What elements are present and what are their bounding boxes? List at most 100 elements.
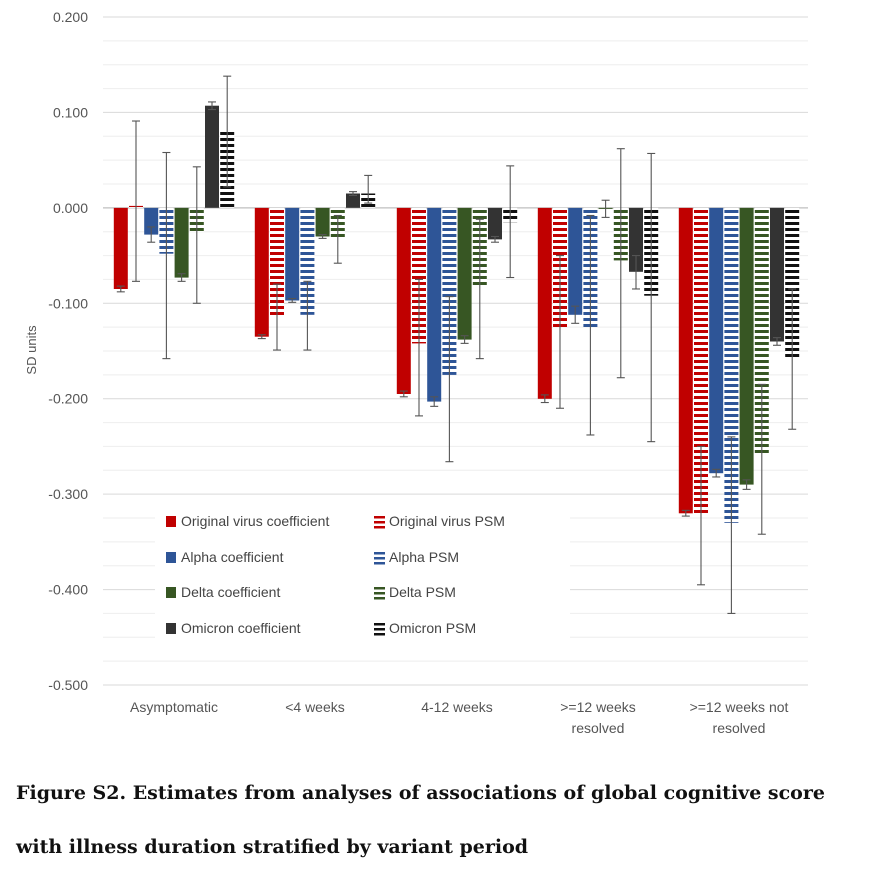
legend-swatch (166, 552, 176, 563)
bar (739, 207, 754, 485)
error-bar (288, 297, 297, 303)
legend-item: Delta PSM (374, 584, 456, 600)
error-bar (349, 191, 357, 197)
error-bar (257, 334, 266, 340)
bar (315, 207, 330, 237)
legend-item: Delta coefficient (166, 584, 280, 600)
x-category-label: <4 weeks (285, 699, 345, 715)
bar (694, 207, 708, 516)
bar (537, 207, 552, 399)
error-bar (491, 235, 499, 243)
error-bar (147, 226, 156, 243)
error-bar (364, 174, 373, 204)
legend-label: Original virus coefficient (181, 513, 329, 529)
legend-swatch (374, 587, 385, 600)
chart: 0.200 0.100 0.000 -0.100 -0.200 -0.300 -0.400 -… (24, 9, 808, 736)
x-category-label: >=12 weeks not (690, 699, 789, 715)
error-bar (415, 278, 423, 417)
legend-label: Omicron PSM (389, 620, 476, 636)
bar (678, 207, 693, 514)
legend-background (155, 509, 570, 657)
bar (709, 207, 724, 474)
legend-label: Delta PSM (389, 584, 456, 600)
error-bar (303, 280, 312, 351)
legend-item: Original virus coefficient (166, 513, 329, 529)
error-bar (586, 214, 595, 436)
error-bar (712, 468, 721, 478)
error-bar (333, 214, 342, 264)
y-tick-label: 0.200 (53, 9, 88, 25)
bar (254, 207, 269, 337)
y-tick-label: -0.400 (48, 582, 88, 598)
error-bar (208, 101, 216, 111)
error-bar (273, 283, 281, 351)
error-bar (571, 305, 580, 324)
error-bar (757, 383, 766, 535)
bar (396, 207, 411, 394)
bar (488, 207, 502, 240)
error-bar (616, 148, 625, 379)
error-bar (647, 152, 656, 443)
legend-swatch (374, 552, 385, 565)
bar (270, 207, 284, 318)
bar (346, 193, 360, 208)
y-axis-label: SD units (24, 325, 39, 375)
bar (754, 207, 769, 456)
bar (724, 207, 739, 523)
bar (412, 207, 426, 344)
error-bar (742, 479, 751, 490)
legend-item: Alpha PSM (374, 549, 459, 565)
legend-label: Alpha coefficient (181, 549, 284, 565)
error-bar (632, 255, 640, 290)
legend-item: Original virus PSM (374, 513, 505, 529)
bar (285, 207, 300, 301)
bar (442, 207, 457, 375)
error-bar (460, 335, 469, 344)
bar (785, 207, 800, 358)
y-tick-label: -0.200 (48, 391, 88, 407)
legend-label: Alpha PSM (389, 549, 459, 565)
error-bar (192, 166, 201, 304)
bar (174, 207, 189, 278)
error-bar (506, 165, 515, 279)
error-bar (116, 285, 125, 293)
x-category-label: resolved (713, 720, 766, 736)
legend-swatch (166, 516, 176, 527)
figure-caption: Figure S2. Estimates from analyses of as… (16, 782, 825, 858)
error-bar (540, 394, 549, 404)
x-category-label: 4-12 weeks (421, 699, 493, 715)
legend-swatch (166, 587, 176, 598)
bar (770, 207, 784, 342)
error-bar (162, 151, 171, 360)
legend-label: Original virus PSM (389, 513, 505, 529)
y-tick-label: -0.100 (48, 295, 88, 311)
legend-swatch (166, 623, 176, 634)
error-bar (601, 199, 610, 218)
bar (427, 207, 442, 402)
bar (457, 207, 472, 340)
error-bars (116, 75, 797, 614)
error-bar (177, 273, 186, 282)
error-bar (697, 445, 705, 586)
y-tick-label: 0.000 (53, 200, 88, 216)
bars (113, 105, 800, 523)
x-axis-categories: Asymptomatic <4 weeks 4-12 weeks >=12 weeks… (130, 699, 788, 736)
error-bar (132, 120, 140, 282)
error-bar (430, 396, 439, 407)
legend-item: Omicron PSM (374, 620, 476, 636)
legend-item: Omicron coefficient (166, 620, 301, 636)
bar (568, 207, 583, 315)
error-bar (223, 75, 232, 188)
error-bar (773, 337, 781, 346)
legend-item: Alpha coefficient (166, 549, 284, 565)
error-bar (556, 255, 564, 409)
error-bar (399, 390, 408, 398)
bar (300, 207, 315, 315)
error-bar (318, 234, 327, 239)
legend-swatch (374, 516, 385, 529)
error-bar (681, 509, 690, 517)
x-category-label: resolved (572, 720, 625, 736)
legend-label: Omicron coefficient (181, 620, 301, 636)
error-bar (727, 436, 736, 614)
legend: Original virus coefficient Original virus… (155, 509, 570, 657)
